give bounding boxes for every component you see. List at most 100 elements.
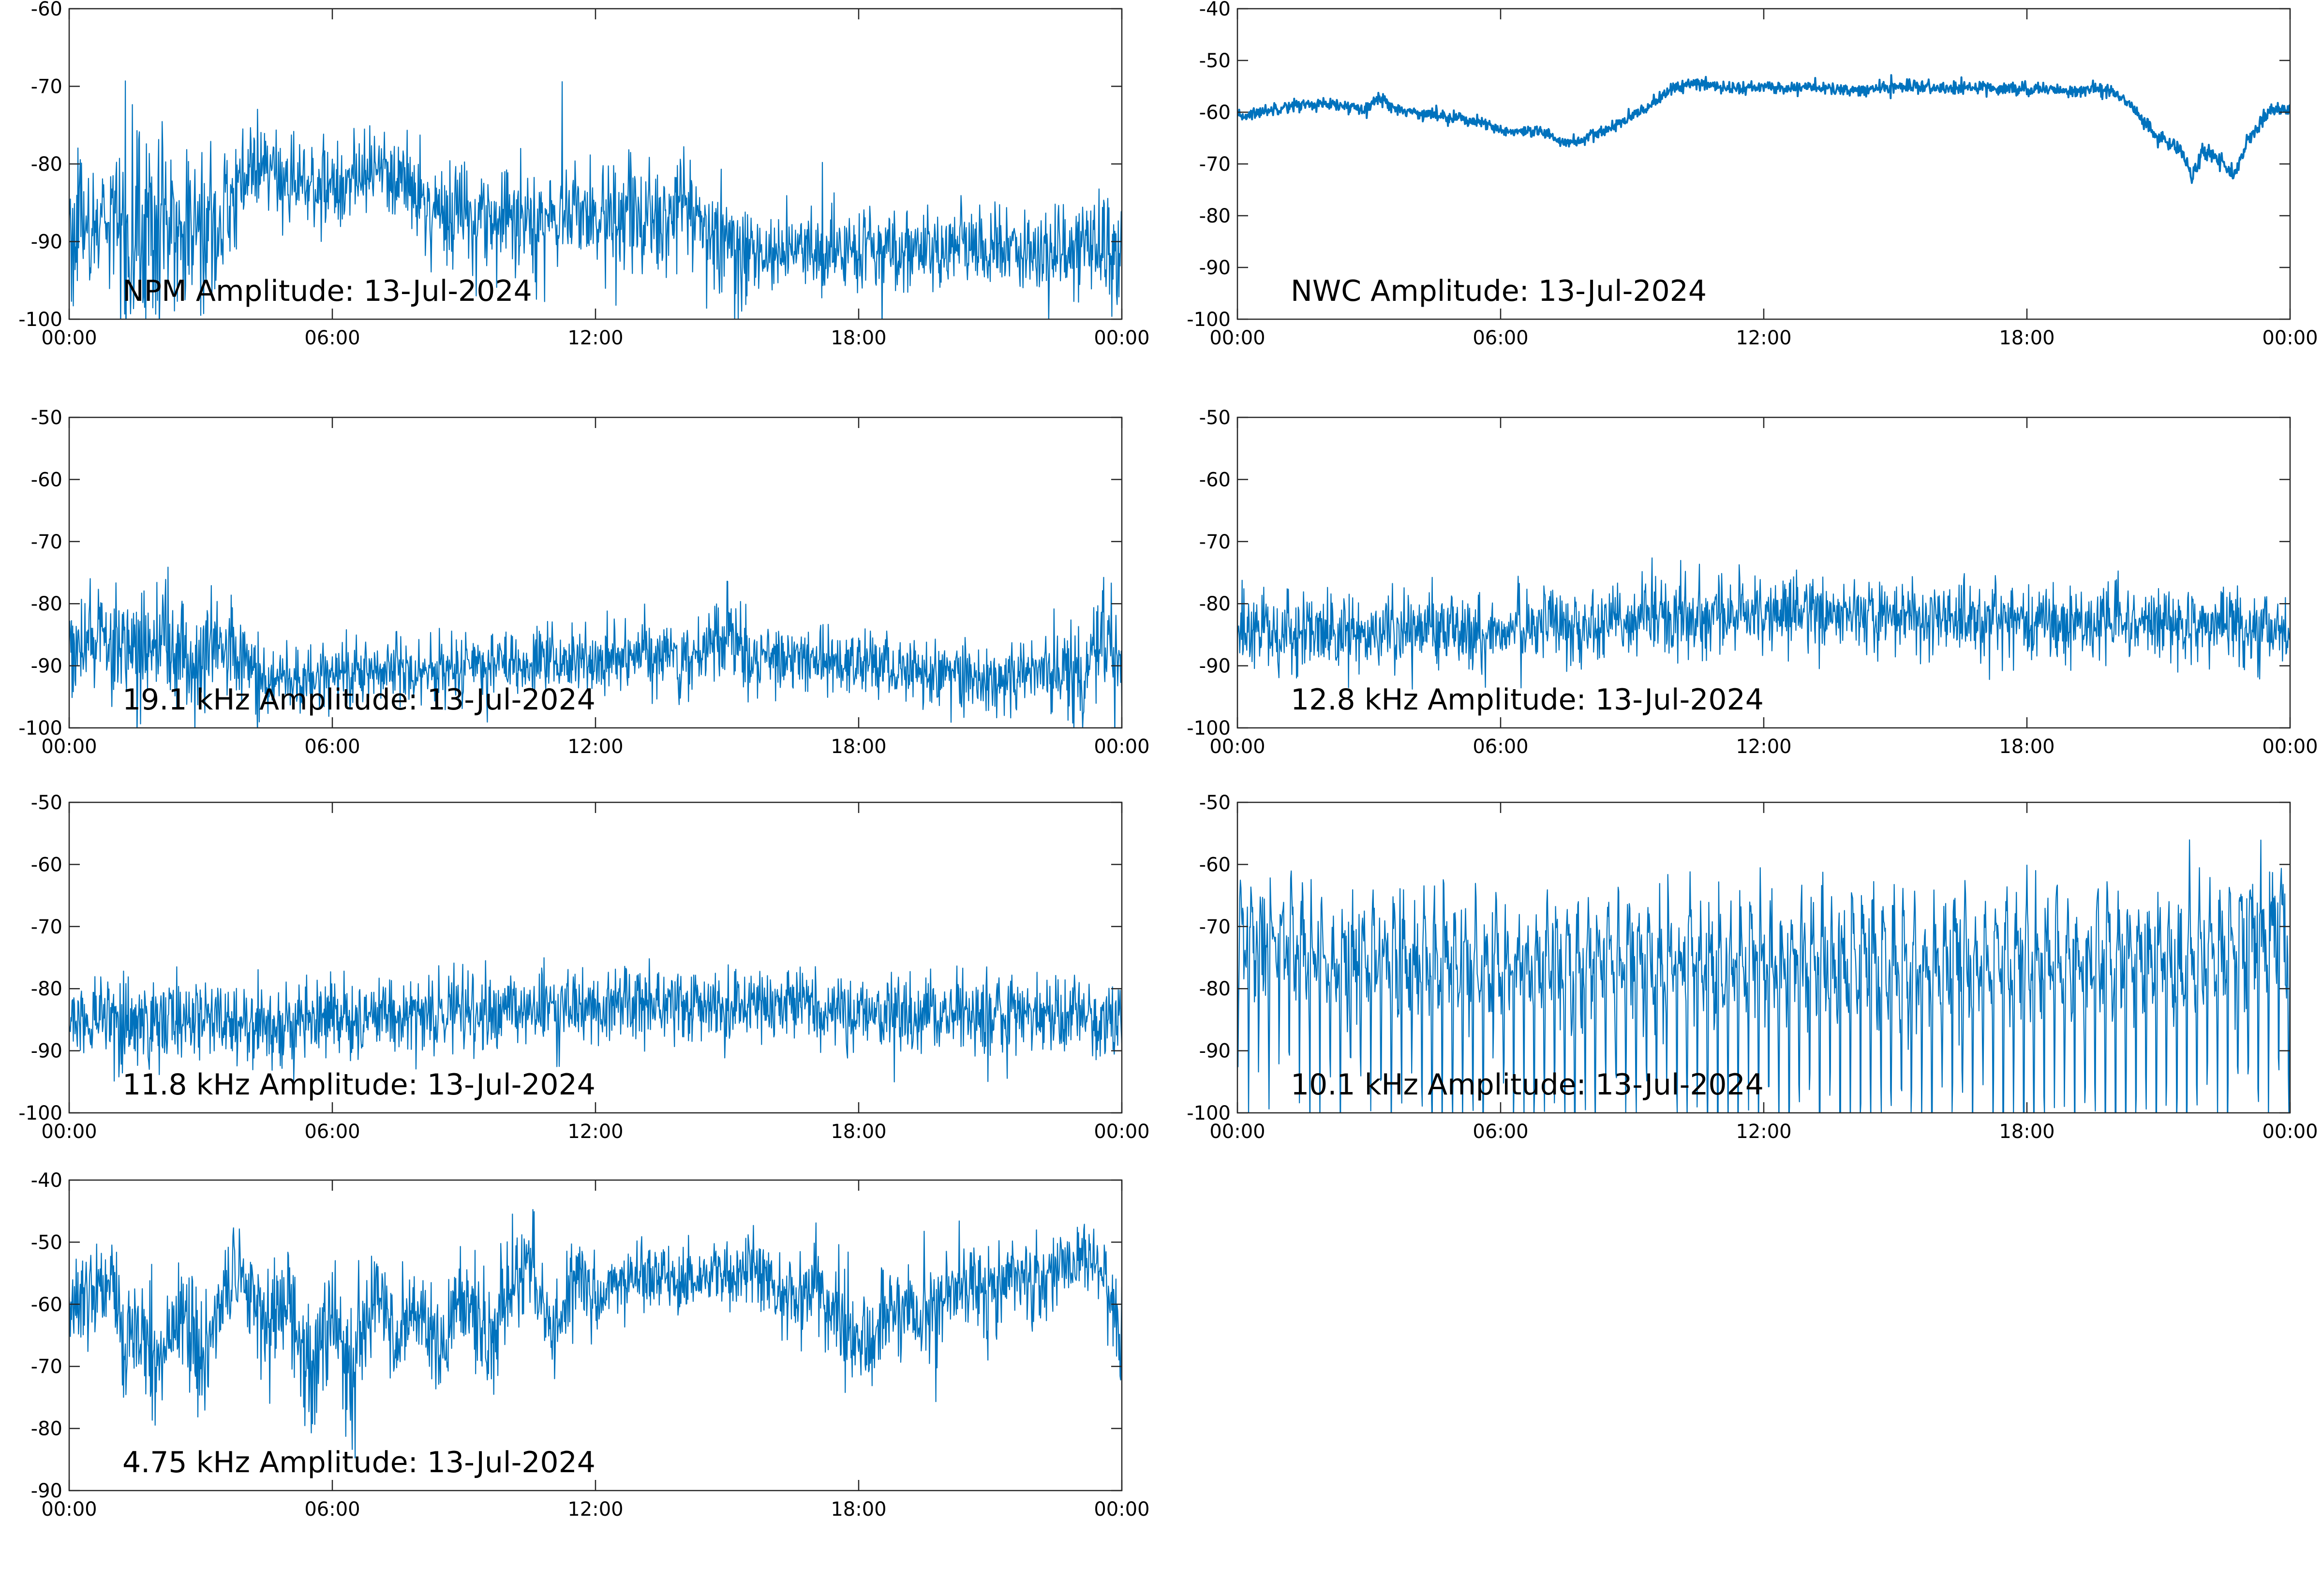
x-tick-label: 12:00: [567, 1498, 623, 1521]
x-tick-label: 06:00: [1473, 736, 1528, 758]
y-tick-label: -70: [1199, 153, 1231, 176]
series-line: [1237, 839, 2290, 1113]
y-tick-label: -80: [1199, 978, 1231, 1000]
x-tick-label: 00:00: [1094, 1121, 1149, 1143]
x-tick-label: 18:00: [831, 327, 886, 349]
y-tick-label: -90: [1199, 257, 1231, 279]
y-tick-label: -70: [1199, 531, 1231, 553]
chart-panel: -100 -90 -80 -70 -60 -50 00:00 06:00 12:00 18:00 0…: [18, 407, 1149, 758]
y-tick-label: -100: [1187, 717, 1231, 739]
x-tick-label: 18:00: [1999, 1121, 2054, 1143]
x-tick-label: 12:00: [1736, 327, 1791, 349]
panels-container: -100 -90 -80 -70 -60 00:00 06:00 12:00 18:00 00:0…: [18, 0, 2318, 1521]
x-tick-label: 06:00: [304, 1498, 360, 1521]
y-tick-label: -100: [1187, 1102, 1231, 1124]
x-tick-label: 12:00: [1736, 736, 1791, 758]
x-tick-label: 00:00: [1209, 736, 1265, 758]
y-tick-label: -60: [31, 0, 62, 20]
y-tick-label: -70: [1199, 916, 1231, 938]
x-tick-label: 00:00: [2262, 1121, 2318, 1143]
y-tick-label: -70: [31, 531, 62, 553]
chart-title: 19.1 kHz Amplitude: 13-Jul-2024: [122, 683, 595, 717]
x-tick-label: 12:00: [1736, 1121, 1791, 1143]
x-tick-label: 00:00: [41, 1498, 97, 1521]
y-tick-label: -60: [1199, 102, 1231, 124]
y-tick-label: -90: [1199, 1040, 1231, 1063]
chart-title: NPM Amplitude: 13-Jul-2024: [122, 274, 532, 308]
x-tick-label: 06:00: [304, 327, 360, 349]
y-tick-label: -90: [31, 655, 62, 678]
y-tick-label: -40: [1199, 0, 1231, 20]
series-line: [69, 566, 1122, 728]
x-tick-label: 18:00: [831, 736, 886, 758]
y-tick-label: -80: [1199, 205, 1231, 227]
chart-panel: -100 -90 -80 -70 -60 00:00 06:00 12:00 18:00 00:0…: [18, 0, 1149, 349]
chart-title: 4.75 kHz Amplitude: 13-Jul-2024: [122, 1446, 595, 1479]
y-tick-label: -50: [1199, 50, 1231, 72]
y-tick-label: -60: [31, 469, 62, 491]
series-line: [1237, 557, 2290, 690]
y-tick-label: -40: [31, 1169, 62, 1192]
x-tick-label: 06:00: [1473, 327, 1528, 349]
x-tick-label: 18:00: [1999, 736, 2054, 758]
y-tick-label: -80: [31, 1418, 62, 1440]
y-tick-label: -80: [1199, 593, 1231, 615]
y-tick-label: -80: [31, 153, 62, 176]
x-tick-label: 12:00: [567, 327, 623, 349]
y-tick-label: -90: [1199, 655, 1231, 678]
x-tick-label: 00:00: [1094, 327, 1149, 349]
x-tick-label: 00:00: [41, 1121, 97, 1143]
x-tick-label: 00:00: [1209, 1121, 1265, 1143]
x-tick-label: 12:00: [567, 736, 623, 758]
y-tick-label: -100: [18, 1102, 62, 1124]
x-tick-label: 00:00: [2262, 736, 2318, 758]
y-tick-label: -70: [31, 76, 62, 98]
y-tick-label: -50: [31, 792, 62, 814]
x-tick-label: 00:00: [41, 327, 97, 349]
chart-panel: -100 -90 -80 -70 -60 -50 00:00 06:00 12:00 18:00 0…: [1187, 407, 2318, 758]
chart-title: 11.8 kHz Amplitude: 13-Jul-2024: [122, 1068, 595, 1102]
chart-panel: -90 -80 -70 -60 -50 -40 00:00 06:00 12:00 18:00 00…: [31, 1169, 1150, 1521]
x-tick-label: 18:00: [1999, 327, 2054, 349]
y-tick-label: -80: [31, 978, 62, 1000]
y-tick-label: -100: [1187, 309, 1231, 331]
y-tick-label: -50: [1199, 407, 1231, 429]
y-tick-label: -60: [1199, 469, 1231, 491]
y-tick-label: -100: [18, 309, 62, 331]
x-tick-label: 18:00: [831, 1121, 886, 1143]
y-tick-label: -90: [31, 1480, 62, 1502]
chart-title: 12.8 kHz Amplitude: 13-Jul-2024: [1291, 683, 1764, 717]
x-tick-label: 06:00: [1473, 1121, 1528, 1143]
chart-title: NWC Amplitude: 13-Jul-2024: [1291, 274, 1707, 308]
x-tick-label: 00:00: [1094, 736, 1149, 758]
y-tick-label: -50: [1199, 792, 1231, 814]
y-tick-label: -60: [31, 854, 62, 876]
y-tick-label: -90: [31, 231, 62, 253]
series-line: [69, 80, 1122, 319]
chart-panel: -100 -90 -80 -70 -60 -50 00:00 06:00 12:00 18:00 0…: [1187, 792, 2318, 1143]
x-tick-label: 06:00: [304, 736, 360, 758]
series-line: [69, 957, 1122, 1082]
x-tick-label: 18:00: [831, 1498, 886, 1521]
y-tick-label: -100: [18, 717, 62, 739]
x-tick-label: 12:00: [567, 1121, 623, 1143]
x-tick-label: 00:00: [1094, 1498, 1149, 1521]
series-line: [69, 1209, 1122, 1459]
chart-panel: -100 -90 -80 -70 -60 -50 -40 00:00 06:00 12:00 18:…: [1187, 0, 2318, 349]
y-tick-label: -90: [31, 1040, 62, 1063]
x-tick-label: 00:00: [1209, 327, 1265, 349]
y-tick-label: -70: [31, 916, 62, 938]
y-tick-label: -70: [31, 1356, 62, 1378]
y-tick-label: -80: [31, 593, 62, 615]
x-tick-label: 06:00: [304, 1121, 360, 1143]
y-tick-label: -60: [31, 1294, 62, 1316]
y-tick-label: -50: [31, 1231, 62, 1254]
y-tick-label: -60: [1199, 854, 1231, 876]
x-tick-label: 00:00: [2262, 327, 2318, 349]
y-tick-label: -50: [31, 407, 62, 429]
series-line: [1237, 74, 2290, 184]
chart-title: 10.1 kHz Amplitude: 13-Jul-2024: [1291, 1068, 1764, 1102]
x-tick-label: 00:00: [41, 736, 97, 758]
